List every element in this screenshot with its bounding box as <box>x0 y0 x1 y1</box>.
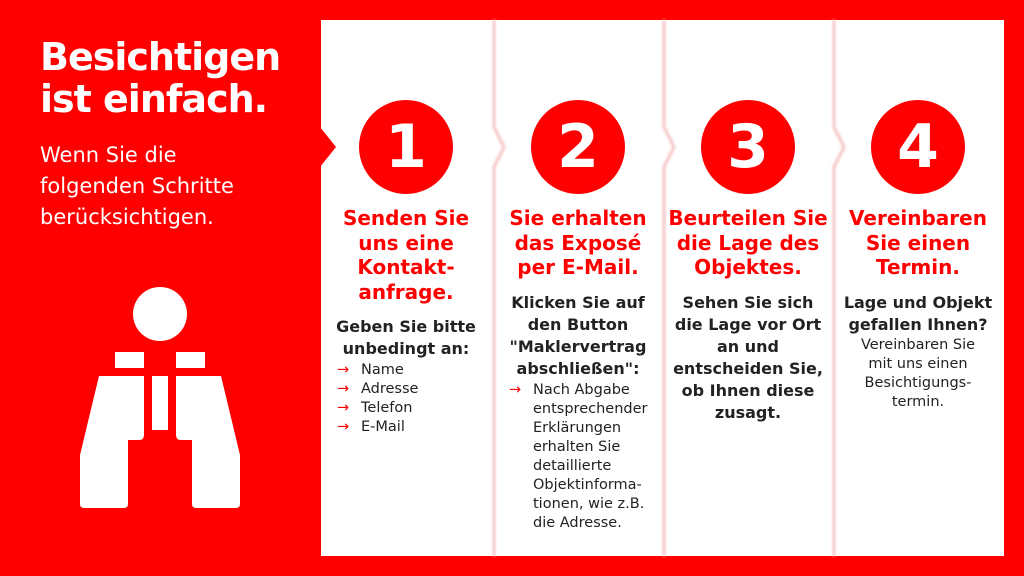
instruction-line: Klicken Sie auf <box>511 292 645 312</box>
heading-line: anfrage. <box>358 279 454 304</box>
list-item: → Telefon <box>337 399 418 418</box>
list-item: → E-Mail <box>337 418 418 437</box>
step-number-badge: 1 <box>359 100 453 194</box>
list-item-line: Name <box>361 362 404 378</box>
list-item-line: Telefon <box>361 400 413 416</box>
list-item-line: erhalten Sie <box>533 438 621 455</box>
instruction-line: den Button <box>527 314 629 334</box>
heading-line: Sie erhalten <box>509 206 647 230</box>
step-heading: Sie erhalten das Exposé per E-Mail. <box>509 206 646 280</box>
subtitle-line: Wenn Sie die <box>40 143 177 167</box>
list-item: → Name <box>337 361 418 380</box>
list-item-line: die Adresse. <box>533 514 622 531</box>
instruction-line: unbedingt an: <box>342 339 470 358</box>
list-item-text: Nach Abgabe entsprechender Erklärungen erha… <box>533 381 647 533</box>
step-number-badge: 2 <box>531 100 625 194</box>
instruction-line: gefallen Ihnen? <box>848 314 988 334</box>
step-number-badge: 3 <box>701 100 795 194</box>
note-line: termin. <box>891 393 945 410</box>
page-title: Besichtigen ist einfach. <box>40 35 281 121</box>
instruction-line: zusagt. <box>714 402 782 422</box>
step-note: Vereinbaren Sie mit uns einen Besichtigung… <box>861 336 975 412</box>
list-item-line: detaillierte <box>533 457 612 474</box>
instruction-line: Geben Sie bitte <box>336 317 476 336</box>
instruction-line: die Lage vor Ort <box>674 314 822 334</box>
heading-line: Objektes. <box>694 255 802 279</box>
list-item-line: Adresse <box>361 381 419 397</box>
step-number-badge: 4 <box>871 100 965 194</box>
instruction-line: entscheiden Sie, <box>673 358 823 378</box>
title-line: Besichtigen <box>40 35 281 79</box>
list-item: → Nach Abgabe entsprechender Erklärungen erh… <box>509 381 647 533</box>
list-item-line: tionen, wie z.B. <box>533 495 645 512</box>
heading-line: per E-Mail. <box>517 255 639 279</box>
list-item: → Adresse <box>337 380 418 399</box>
arrow-right-icon: → <box>337 381 350 397</box>
arrow-right-icon: → <box>337 362 350 378</box>
instruction-line: "Maklervertrag <box>509 336 647 356</box>
list-item-text: Telefon <box>361 399 412 418</box>
heading-line: uns eine <box>358 230 454 255</box>
arrow-right-icon: → <box>337 419 350 435</box>
step-2: 2 Sie erhalten das Exposé per E-Mail. Klicke… <box>493 100 663 533</box>
instruction-line: Sehen Sie sich <box>682 292 814 312</box>
heading-line: Kontakt- <box>357 255 455 279</box>
step-heading: Beurteilen Sie die Lage des Objektes. <box>668 206 827 280</box>
step-instruction: Klicken Sie auf den Button "Maklervertrag a… <box>510 292 647 380</box>
subtitle-line: berücksichtigen. <box>40 205 214 229</box>
heading-line: Beurteilen Sie <box>668 206 828 230</box>
step-instruction: Sehen Sie sich die Lage vor Ort an und ents… <box>673 292 823 424</box>
instruction-line: Lage und Objekt <box>843 292 993 312</box>
heading-line: Vereinbaren <box>849 206 987 230</box>
instruction-line: abschließen": <box>516 358 640 378</box>
instruction-line: an und <box>716 336 779 356</box>
heading-line: Termin. <box>876 255 960 279</box>
step-list: → Nach Abgabe entsprechender Erklärungen erh… <box>509 381 647 533</box>
step-3: 3 Beurteilen Sie die Lage des Objektes. Sehe… <box>663 100 833 424</box>
list-item-text: Adresse <box>361 380 418 399</box>
list-item-line: entsprechender <box>533 400 648 417</box>
arrow-right-icon: → <box>337 400 350 416</box>
note-line: Besichtigungs- <box>864 374 972 391</box>
title-line: ist einfach. <box>40 77 268 121</box>
note-line: Vereinbaren Sie <box>860 336 976 353</box>
list-item-text: Name <box>361 361 404 380</box>
binoculars-icon <box>80 287 240 508</box>
step-instruction: Geben Sie bitte unbedingt an: <box>336 316 476 360</box>
arrow-right-icon: → <box>509 381 522 398</box>
instruction-line: ob Ihnen diese <box>681 380 815 400</box>
list-item-line: Objektinforma- <box>533 476 642 493</box>
step-1: 1 Senden Sie uns eine Kontakt-anfrage. Geben… <box>321 100 491 437</box>
heading-line: die Lage des <box>676 230 820 255</box>
note-line: mit uns einen <box>868 355 968 372</box>
step-instruction: Lage und Objekt gefallen Ihnen? <box>844 292 992 336</box>
step-4: 4 Vereinbaren Sie einen Termin. Lage und Obj… <box>833 100 1003 412</box>
heading-line: Senden Sie <box>342 206 470 230</box>
list-item-line: Erklärungen <box>533 419 622 436</box>
subtitle-line: folgenden Schritte <box>40 174 234 198</box>
subtitle: Wenn Sie die folgenden Schritte berücksi… <box>40 140 234 233</box>
list-item-line: Nach Abgabe <box>533 381 630 398</box>
step-list: → Name → Adresse → Telefon → E-Mail <box>337 361 418 437</box>
heading-line: Sie einen <box>865 230 971 255</box>
step-heading: Senden Sie uns eine Kontakt-anfrage. <box>343 206 469 304</box>
heading-line: das Exposé <box>514 230 642 255</box>
list-item-text: E-Mail <box>361 418 405 437</box>
step-heading: Vereinbaren Sie einen Termin. <box>849 206 987 280</box>
list-item-line: E-Mail <box>361 419 405 435</box>
